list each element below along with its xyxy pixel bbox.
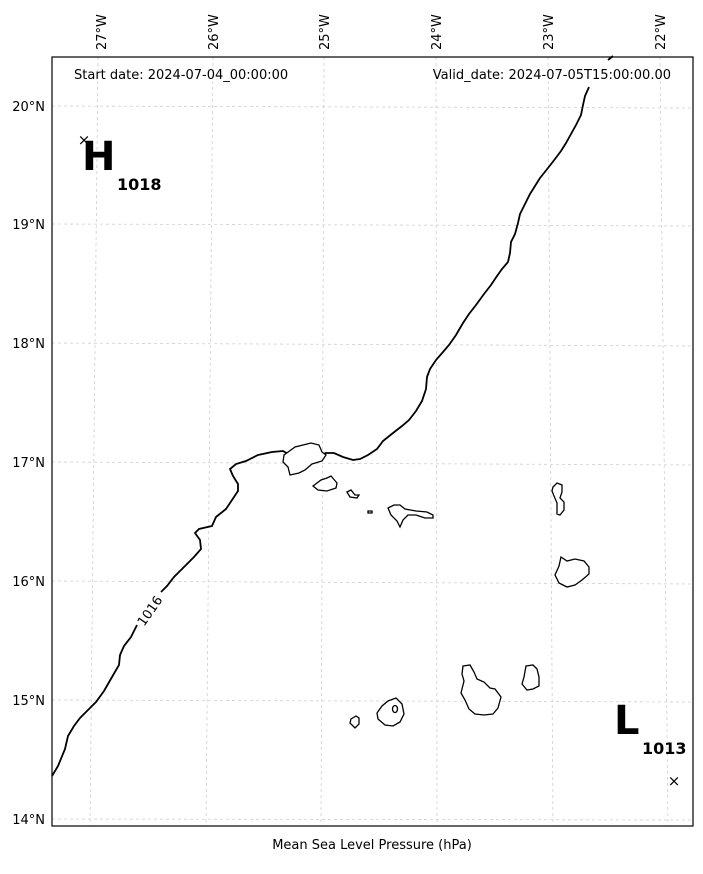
island-santo-antao — [282, 442, 327, 476]
lon-label: 23°W — [542, 14, 557, 50]
island-sao-vicente — [311, 475, 338, 492]
isobar-label: 1016 — [135, 594, 166, 630]
lat-label: 20°N — [12, 100, 45, 115]
island-santa-luzia — [346, 489, 361, 499]
latitude-labels: 20°N 19°N 18°N 17°N 16°N 15°N 14°N — [12, 100, 45, 828]
island-santiago — [460, 664, 502, 716]
lon-label: 22°W — [654, 14, 669, 50]
start-date: Start date: 2024-07-04_00:00:00 — [74, 68, 288, 83]
low-symbol: L — [614, 698, 640, 744]
lat-label: 14°N — [12, 813, 45, 828]
fogo-crater — [391, 704, 399, 714]
island-sao-nicolau — [387, 504, 434, 529]
island-fogo — [376, 697, 405, 727]
island-raso — [367, 510, 373, 514]
lon-label: 24°W — [430, 14, 445, 50]
high-pressure-system: × H 1018 — [78, 131, 162, 194]
lat-label: 16°N — [12, 575, 45, 590]
lon-label: 27°W — [95, 14, 110, 50]
map-frame — [51, 56, 694, 827]
lat-label: 17°N — [12, 456, 45, 471]
high-marker-icon: × — [78, 131, 91, 149]
lon-label: 25°W — [318, 14, 333, 50]
lat-label: 19°N — [12, 218, 45, 233]
low-pressure-system: L 1013 × — [614, 698, 687, 790]
high-value: 1018 — [117, 175, 162, 194]
graticule — [51, 56, 694, 827]
low-marker-icon: × — [668, 772, 681, 790]
lat-label: 18°N — [12, 337, 45, 352]
lat-label: 15°N — [12, 694, 45, 709]
map-caption: Mean Sea Level Pressure (hPa) — [272, 838, 472, 853]
island-boa-vista — [554, 555, 590, 588]
high-symbol: H — [82, 134, 115, 180]
lon-label: 26°W — [207, 14, 222, 50]
valid-date: Valid_date: 2024-07-05T15:00:00.00 — [433, 68, 671, 83]
island-brava — [349, 715, 360, 729]
island-maio — [521, 664, 540, 691]
island-sal — [551, 482, 565, 516]
longitude-labels: 27°W 26°W 25°W 24°W 23°W 22°W — [95, 14, 669, 50]
islands — [282, 442, 590, 729]
low-value: 1013 — [642, 739, 687, 758]
